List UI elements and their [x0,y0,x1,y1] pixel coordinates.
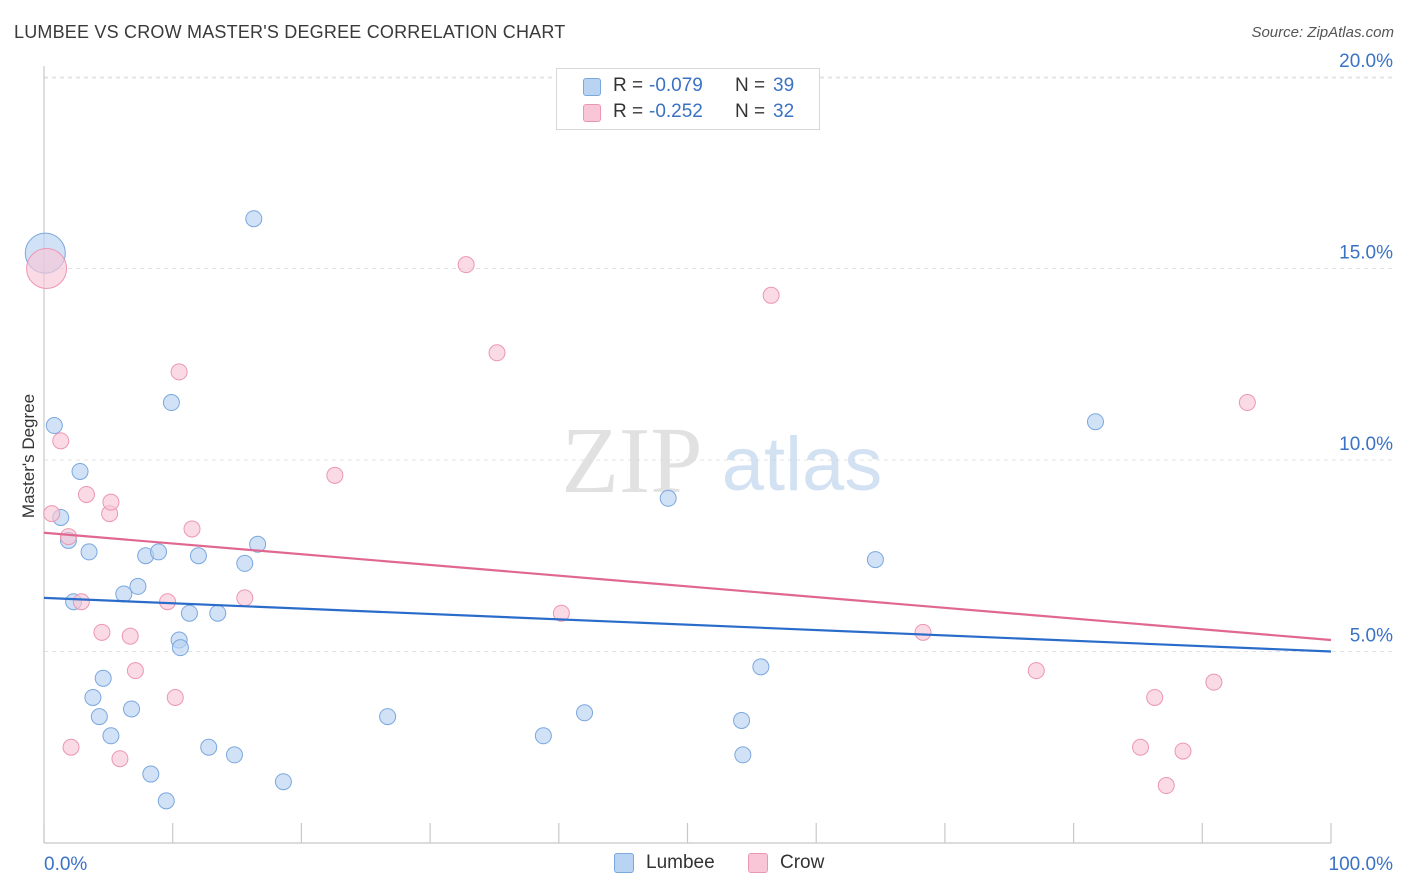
crow-point [1157,777,1175,795]
crow-point [552,604,570,622]
crow-point [102,493,120,511]
lumbee-point [734,746,752,764]
lumbee-point [200,738,218,756]
crow-point [62,738,80,756]
crow-point [1027,662,1045,680]
bottom-crow-label: Crow [780,852,825,873]
lumbee-point [379,708,397,726]
lumbee-point [142,765,160,783]
lumbee-point [150,543,168,561]
crow-point [77,485,95,503]
crow-swatch [583,104,601,122]
crow-point [1205,673,1223,691]
crow-point [166,688,184,706]
crow-point [488,344,506,362]
bottom-lumbee-label: Lumbee [646,852,715,873]
crow-point [457,256,475,274]
x-tick-label-max: 100.0% [1329,854,1394,875]
crow-n-label: N = [735,101,766,122]
lumbee-swatch [583,78,601,96]
crow-point [121,627,139,645]
crow-trend-line [43,531,1332,642]
y-axis-label: Master's Degree [19,394,38,518]
lumbee-point [162,394,180,412]
lumbee-point [157,792,175,810]
crow-point [126,662,144,680]
lumbee-point [249,535,267,553]
lumbee-point [123,700,141,718]
lumbee-point [90,708,108,726]
crow-point [183,520,201,538]
crow-point [1132,738,1150,756]
crow-point [762,286,780,304]
lumbee-point [752,658,770,676]
lumbee-point [180,604,198,622]
crow-point [52,432,70,450]
y-tick-label: 20.0% [1339,51,1393,72]
crow-point [170,363,188,381]
lumbee-point [84,688,102,706]
y-tick-label: 15.0% [1339,243,1393,264]
crow-point [111,750,129,768]
y-tick-label: 5.0% [1350,626,1393,647]
bottom-crow-swatch [748,853,768,873]
crow-point [1238,394,1256,412]
lumbee-point [1086,413,1104,431]
watermark-zip: ZIP [562,409,703,513]
lumbee-n-label: N = [735,75,766,96]
lumbee-point [225,746,243,764]
lumbee-point [189,547,207,565]
crow-r-label: R = [613,101,644,122]
lumbee-point [236,554,254,572]
crow-point [236,589,254,607]
lumbee-point [115,585,133,603]
lumbee-point [274,773,292,791]
lumbee-point [71,462,89,480]
lumbee-point [94,669,112,687]
lumbee-point [171,639,189,657]
crow-point [914,623,932,641]
lumbee-point [534,727,552,745]
correlation-legend: R = -0.079 N = 39 R = -0.252 N = 32 [556,68,820,130]
lumbee-point [733,711,751,729]
crow-point [72,593,90,611]
lumbee-point [102,727,120,745]
lumbee-point [245,210,263,228]
watermark-atlas: atlas [722,422,883,507]
lumbee-point [659,489,677,507]
chart-title: LUMBEE VS CROW MASTER'S DEGREE CORRELATI… [14,22,566,42]
lumbee-point [209,604,227,622]
crow-n-value: 32 [773,101,795,122]
crow-point [93,623,111,641]
lumbee-n-value: 39 [773,75,795,96]
lumbee-point [129,577,147,595]
x-tick-label-min: 0.0% [44,854,87,875]
crow-point [26,248,68,289]
lumbee-r-label: R = [613,75,644,96]
lumbee-point [576,704,594,722]
lumbee-point [45,417,63,435]
bottom-lumbee-swatch [614,853,634,873]
lumbee-r-value: -0.079 [649,75,703,96]
crow-point [1174,742,1192,760]
source-credit: Source: ZipAtlas.com [1251,24,1394,41]
crow-point [326,466,344,484]
crow-point [59,528,77,546]
lumbee-trend-line [43,596,1332,653]
lumbee-point [866,551,884,569]
crow-r-value: -0.252 [649,101,703,122]
crow-point [1146,688,1164,706]
lumbee-point [80,543,98,561]
crow-point [43,505,61,523]
y-tick-label: 10.0% [1339,434,1393,455]
